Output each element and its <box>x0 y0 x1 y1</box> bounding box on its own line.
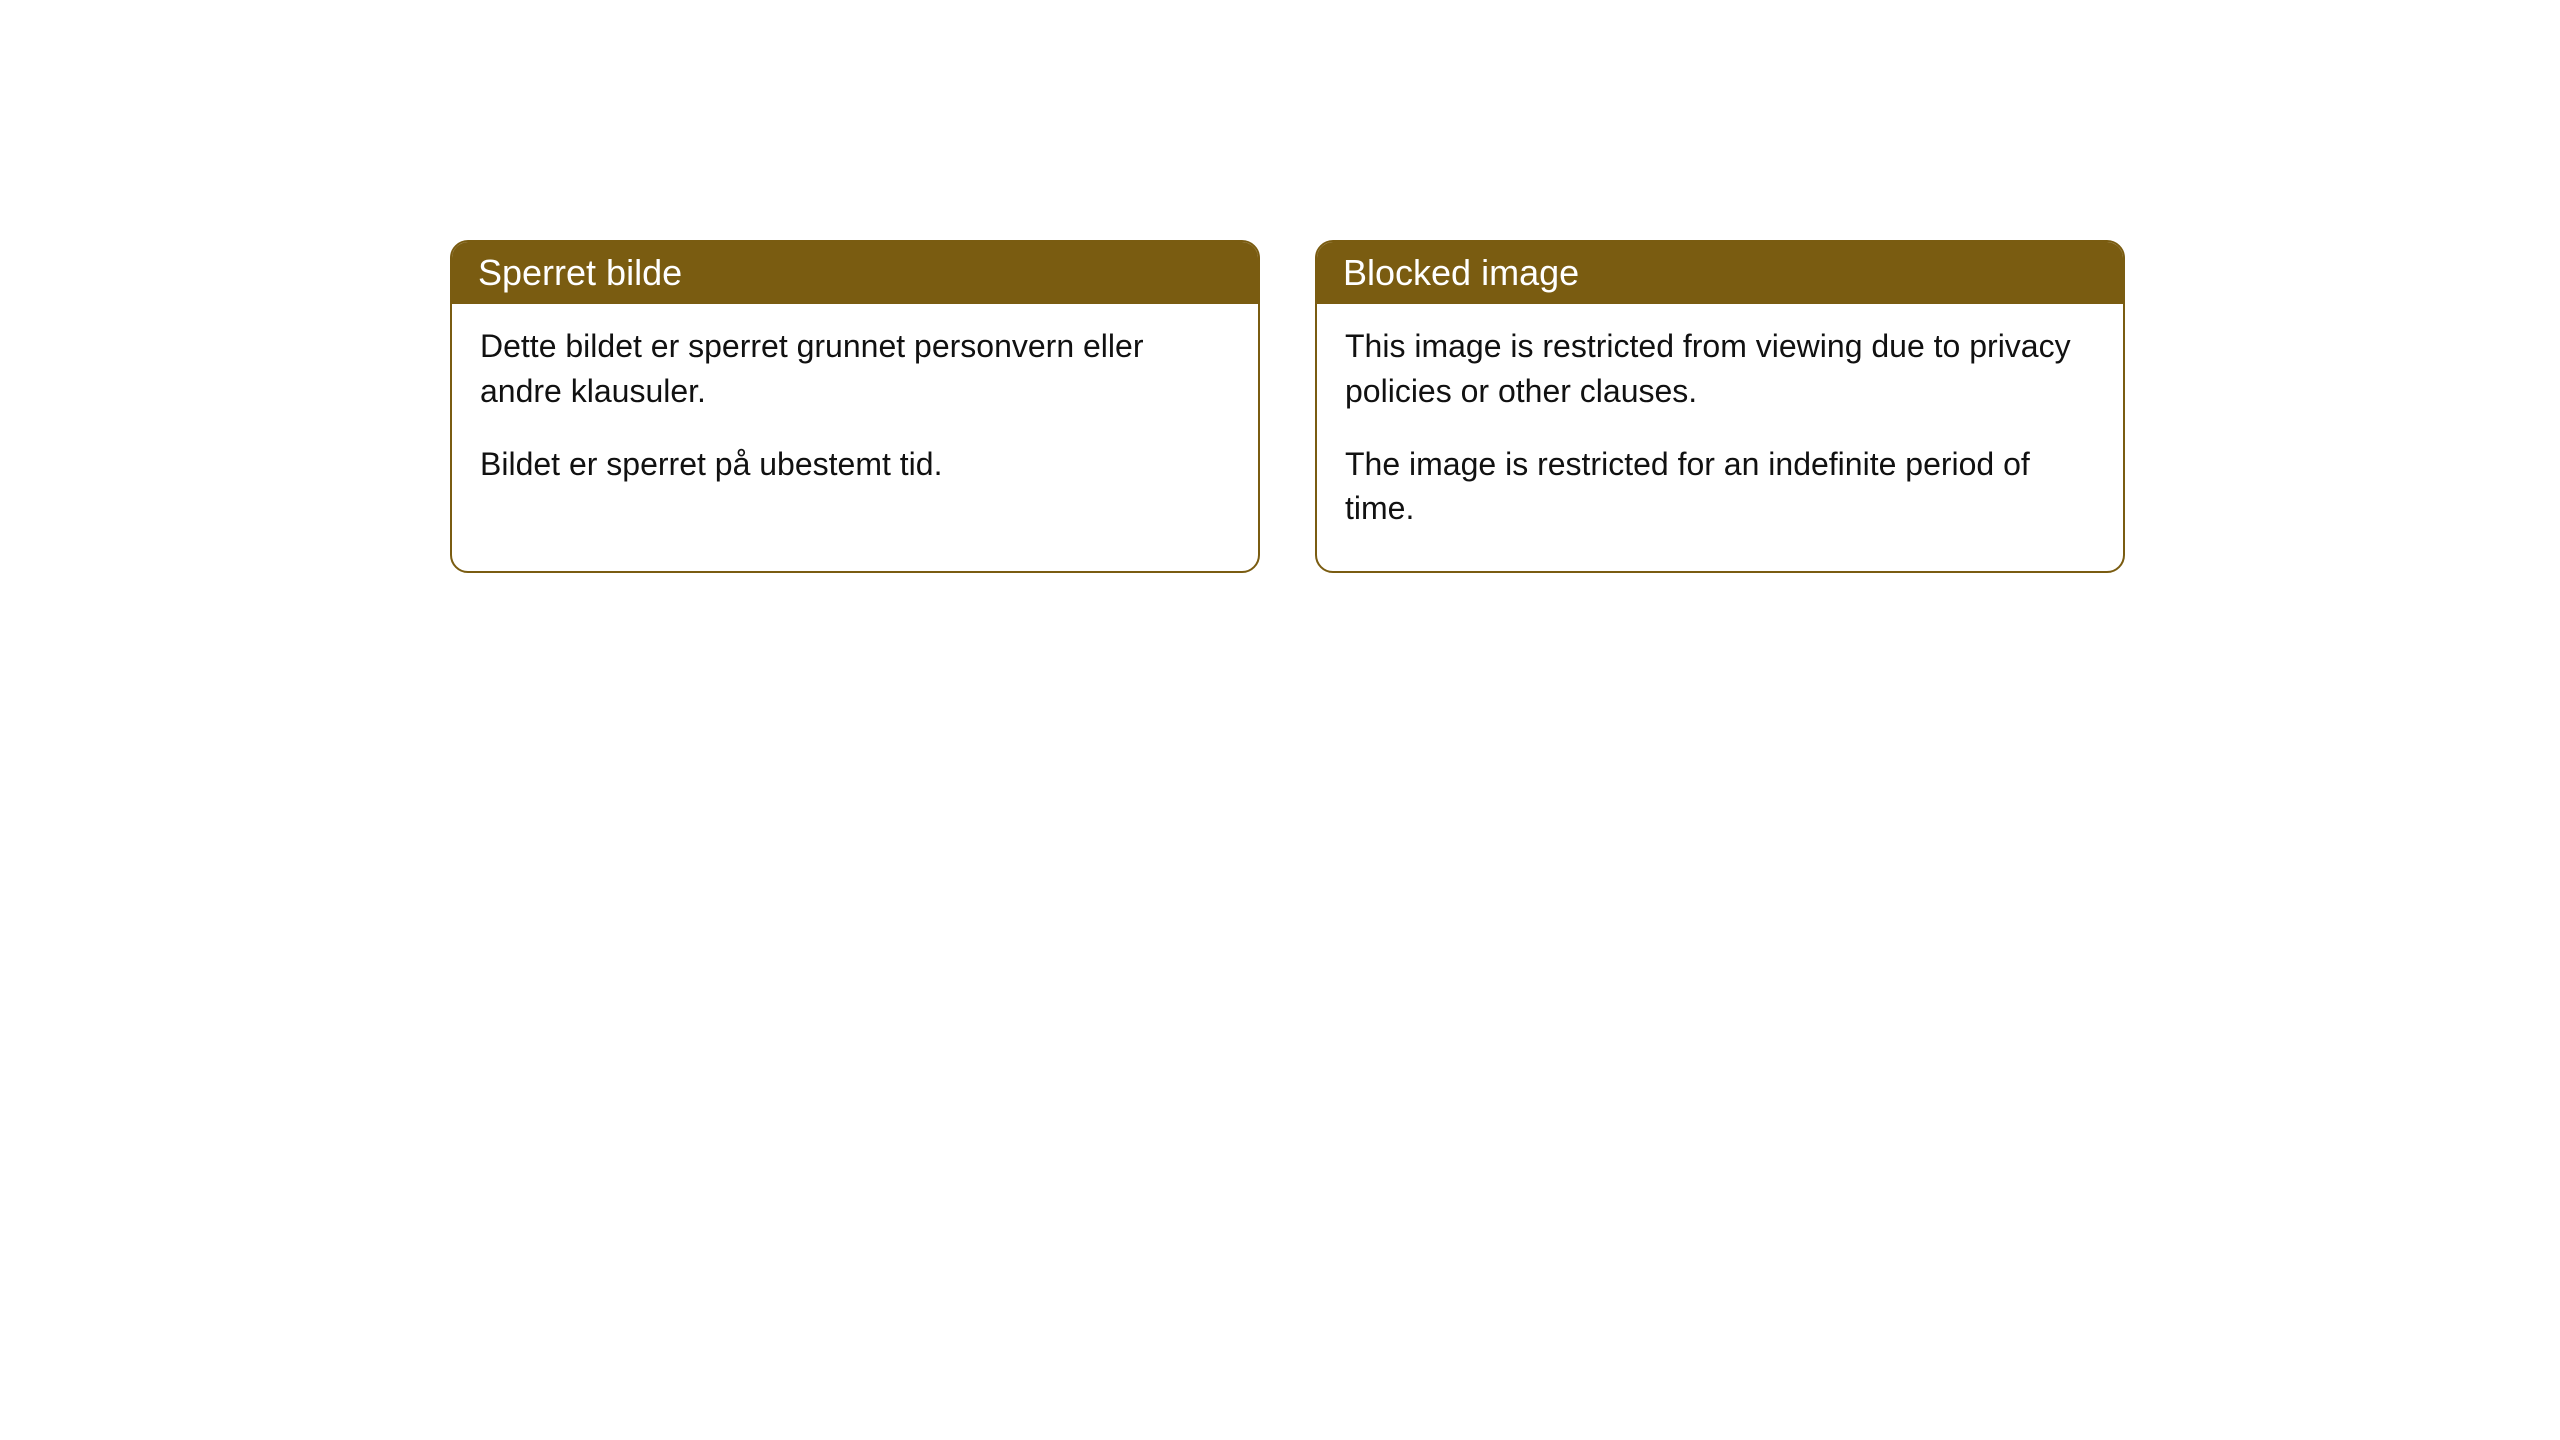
card-body: This image is restricted from viewing du… <box>1317 304 2123 571</box>
card-body: Dette bildet er sperret grunnet personve… <box>452 304 1258 526</box>
card-title: Blocked image <box>1343 252 1579 293</box>
card-header: Sperret bilde <box>452 242 1258 304</box>
card-title: Sperret bilde <box>478 252 682 293</box>
card-paragraph: Dette bildet er sperret grunnet personve… <box>480 324 1230 414</box>
card-header: Blocked image <box>1317 242 2123 304</box>
card-paragraph: This image is restricted from viewing du… <box>1345 324 2095 414</box>
card-paragraph: Bildet er sperret på ubestemt tid. <box>480 442 1230 487</box>
notice-cards-container: Sperret bilde Dette bildet er sperret gr… <box>450 240 2125 573</box>
card-paragraph: The image is restricted for an indefinit… <box>1345 442 2095 532</box>
blocked-image-card-english: Blocked image This image is restricted f… <box>1315 240 2125 573</box>
blocked-image-card-norwegian: Sperret bilde Dette bildet er sperret gr… <box>450 240 1260 573</box>
